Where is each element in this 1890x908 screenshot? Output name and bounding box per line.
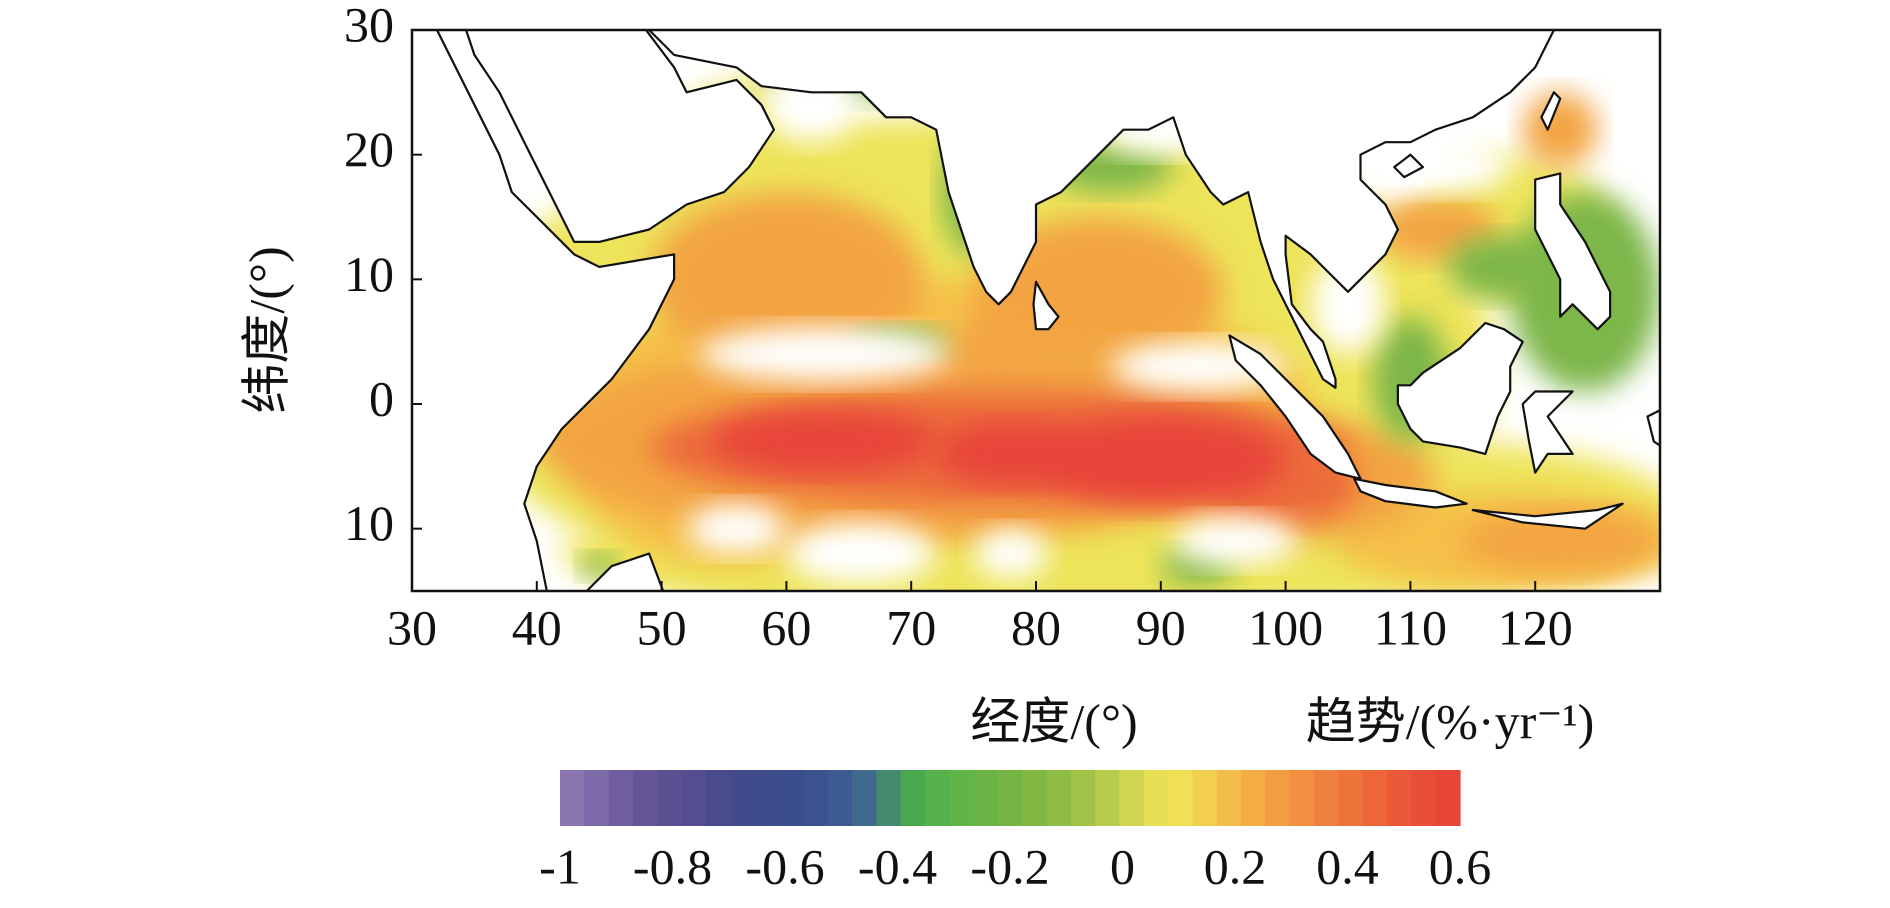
x-tick-label: 120 <box>1498 599 1573 655</box>
colorbar-segment <box>584 770 610 826</box>
colorbar-tick-label: 0 <box>1110 838 1135 894</box>
coastline <box>1521 390 1574 474</box>
colorbar-segment <box>900 770 926 826</box>
coastline <box>1534 172 1612 331</box>
x-tick-label: 40 <box>512 599 562 655</box>
colorbar-segment <box>1314 770 1339 826</box>
colorbar-segment <box>1168 770 1194 826</box>
y-tick-label: 10 <box>344 495 394 551</box>
trend-patch <box>961 310 1036 373</box>
y-tick-label: 30 <box>344 0 394 52</box>
trend-patch <box>1522 92 1598 168</box>
coastline <box>464 30 775 243</box>
x-tick-label: 110 <box>1374 599 1447 655</box>
colorbar-segment <box>778 770 804 826</box>
coastline <box>647 30 1556 389</box>
coastline <box>1393 153 1424 179</box>
trend-patch <box>711 410 937 473</box>
coastline <box>1353 477 1468 509</box>
x-tick-label: 90 <box>1136 599 1186 655</box>
trend-patch <box>786 522 937 585</box>
colorbar-tick-label: -0.8 <box>633 838 712 894</box>
colorbar-segment <box>632 770 658 826</box>
coastline <box>1396 321 1524 455</box>
trend-patch <box>1460 509 1660 573</box>
colorbar-label: 趋势/(%·yr⁻¹) <box>1306 693 1595 749</box>
trend-patch <box>1310 254 1386 355</box>
colorbar-tick-label: 0.2 <box>1204 838 1267 894</box>
colorbar-segment <box>1046 770 1072 826</box>
colorbar-segment <box>1070 770 1096 826</box>
trend-patch <box>1173 516 1299 567</box>
colorbar-segment <box>1289 770 1315 826</box>
y-axis-label: 纬度/(°) <box>238 246 294 413</box>
colorbar-tick-label: 0.6 <box>1429 838 1492 894</box>
colorbar-segment <box>754 770 780 826</box>
colorbar-segment <box>949 770 975 826</box>
colorbar-segment <box>1241 770 1267 826</box>
trend-patch <box>649 192 924 367</box>
colorbar-segment <box>1435 770 1461 826</box>
coastline <box>1646 409 1660 447</box>
y-tick-label: 20 <box>344 121 394 177</box>
coastline <box>412 30 676 591</box>
colorbar-segment <box>1216 770 1242 826</box>
colorbar-segment <box>1119 770 1145 826</box>
colorbar-segment <box>1192 770 1218 826</box>
x-tick-label: 80 <box>1011 599 1061 655</box>
colorbar-segment <box>1022 770 1048 826</box>
coastline <box>1471 502 1624 530</box>
colorbar-tick-label: 0.4 <box>1316 838 1379 894</box>
land <box>412 30 1660 591</box>
colorbar-segment <box>827 770 853 826</box>
colorbar-segment <box>1362 770 1388 826</box>
colorbar-segment <box>1095 770 1121 826</box>
colorbar-segment <box>730 770 756 826</box>
colorbar-tick-label: -0.6 <box>745 838 824 894</box>
colorbar-tick-label: -0.4 <box>858 838 937 894</box>
coastline <box>1540 91 1562 131</box>
colorbar-segment <box>657 770 683 826</box>
colorbar-segment <box>1143 770 1169 826</box>
trend-patch <box>973 528 1049 579</box>
colorbar-segment <box>876 770 902 826</box>
coastline <box>1228 334 1362 480</box>
y-tick-label: 10 <box>344 246 394 302</box>
colorbar-segment <box>1338 770 1364 826</box>
colorbar-segment <box>681 770 707 826</box>
colorbar-segment <box>705 770 731 826</box>
x-axis-label: 经度/(°) <box>970 693 1137 749</box>
trend-patch <box>1036 416 1286 504</box>
trend-patch <box>1447 235 1548 299</box>
trend-patch <box>1385 142 1511 193</box>
colorbar-segment <box>1411 770 1437 826</box>
trend-patch <box>699 326 949 382</box>
colorbar-tick-label: -0.2 <box>970 838 1049 894</box>
colorbar-segment <box>560 770 585 826</box>
x-tick-label: 50 <box>637 599 687 655</box>
x-tick-label: 70 <box>886 599 936 655</box>
colorbar-segment <box>1265 770 1291 826</box>
x-tick-label: 30 <box>387 599 437 655</box>
x-tick-label: 60 <box>761 599 811 655</box>
colorbar-segment <box>608 770 634 826</box>
colorbar-segment <box>997 770 1023 826</box>
colorbar-segment <box>803 770 829 826</box>
y-tick-label: 0 <box>369 370 394 426</box>
colorbar-tick-label: -1 <box>539 838 581 894</box>
trend-patch <box>936 422 1086 486</box>
coastline <box>1032 280 1060 331</box>
x-tick-label: 100 <box>1248 599 1323 655</box>
trend-patch <box>686 503 787 554</box>
colorbar-segment <box>1387 770 1412 826</box>
colorbar-segment <box>924 770 950 826</box>
colorbar-segment <box>851 770 877 826</box>
colorbar-segment <box>973 770 999 826</box>
